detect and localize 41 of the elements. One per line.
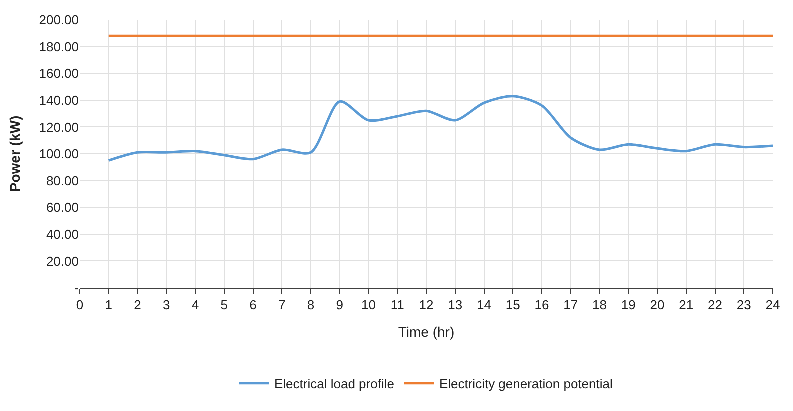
y-tick-label: 20.00 [46, 254, 79, 269]
x-tick-label: 22 [708, 298, 722, 313]
y-tick-label: 140.00 [39, 92, 79, 108]
x-tick-label: 6 [250, 298, 257, 313]
x-tick-label: 12 [419, 298, 434, 313]
y-tick-label: 40.00 [46, 226, 79, 242]
x-tick-label: 16 [534, 298, 550, 313]
x-tick-label: 23 [736, 298, 752, 313]
y-tick-label: 160.00 [39, 66, 79, 82]
y-tick-label: 180.00 [39, 39, 79, 54]
x-tick-label: 9 [336, 298, 344, 313]
x-tick-label: 10 [362, 298, 376, 313]
line-series [108, 95, 773, 162]
y-tick-label: 100.00 [39, 146, 79, 162]
x-tick-label: 21 [679, 298, 694, 313]
x-axis-title: Time (hr) [398, 324, 455, 340]
y-tick-label: 120.00 [39, 120, 79, 135]
x-tick-label: 2 [134, 298, 142, 313]
x-tick-label: 18 [592, 298, 607, 313]
y-tick-label: 60.00 [46, 200, 79, 216]
legend-label: Electricity generation potential [439, 376, 613, 392]
x-tick-label: 13 [448, 298, 463, 313]
x-tick-label: 0 [76, 298, 84, 313]
x-tick-label: 17 [564, 298, 578, 313]
x-tick-label: 4 [192, 298, 200, 313]
y-axis-title: Power (kW) [6, 116, 23, 192]
x-tick-label: 11 [390, 298, 404, 313]
x-tick-label: 7 [278, 298, 286, 313]
x-tick-label: 8 [307, 298, 315, 313]
x-tick-label: 5 [220, 298, 228, 313]
x-tick-label: 15 [506, 298, 520, 313]
x-tick-label: 19 [621, 298, 636, 313]
y-tick-label: 200.00 [39, 12, 79, 28]
x-tick-label: 24 [766, 298, 780, 313]
x-tick-label: 3 [163, 298, 170, 313]
x-tick-label: 1 [105, 298, 112, 313]
x-tick-label: 14 [477, 298, 492, 313]
y-tick-label: - [74, 280, 79, 296]
legend-label: Electrical load profile [274, 376, 394, 392]
y-tick-label: 80.00 [46, 173, 79, 188]
x-tick-label: 20 [650, 298, 665, 313]
